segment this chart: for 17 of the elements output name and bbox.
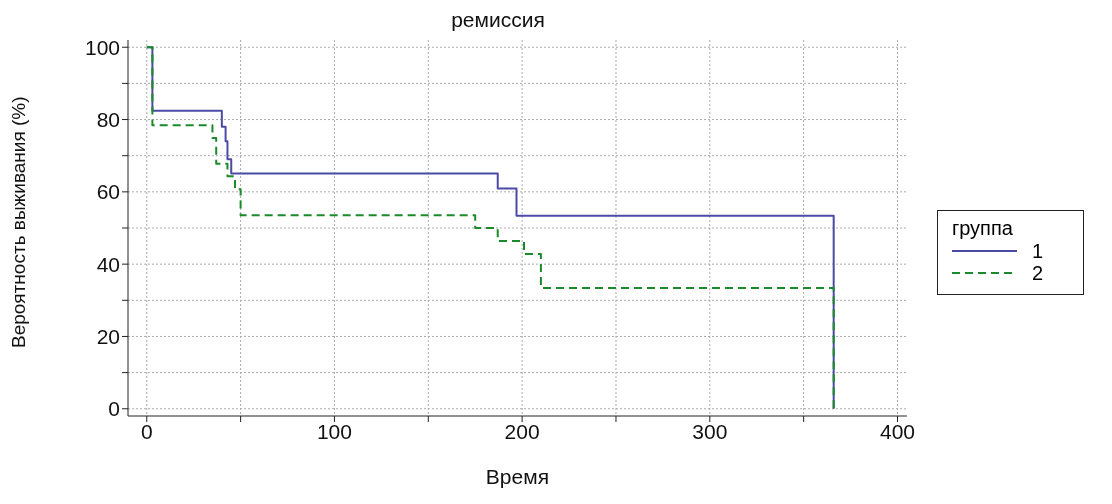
y-tick-label: 0: [108, 397, 120, 421]
x-tick-label: 200: [504, 419, 540, 443]
x-tick-label: 100: [316, 419, 352, 443]
y-axis-title: Вероятность выживания (%): [7, 96, 29, 348]
legend-label: 1: [1031, 239, 1043, 262]
x-axis-title: Время: [485, 465, 550, 488]
y-tick-label: 60: [96, 180, 120, 204]
y-tick-label: 100: [84, 35, 120, 59]
y-tick-label: 20: [96, 324, 120, 348]
x-tick-label: 0: [140, 419, 153, 443]
y-tick-label: 80: [96, 107, 120, 131]
x-tick-label: 400: [879, 419, 916, 443]
x-tick-label: 300: [692, 419, 728, 443]
legend-label: 2: [1031, 261, 1043, 284]
legend-title: группа: [951, 216, 1014, 240]
chart-title: ремиссия: [450, 8, 546, 32]
y-tick-label: 40: [96, 252, 120, 276]
